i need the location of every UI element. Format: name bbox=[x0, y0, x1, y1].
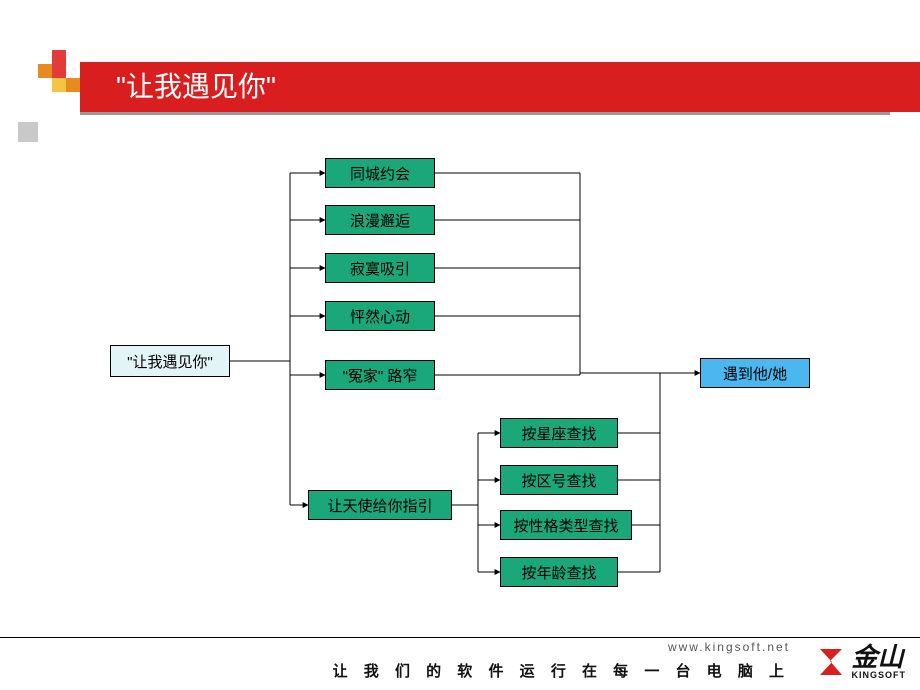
logo-square bbox=[52, 50, 66, 64]
node-s1: 按星座查找 bbox=[500, 418, 618, 448]
slide-canvas: "让我遇见你" "让我遇见你" 同城约会浪漫邂逅寂寞吸引怦然心动 "冤家" 路窄让天… bbox=[0, 0, 920, 690]
footer-slogan: 让 我 们 的 软 件 运 行 在 每 一 台 电 脑 上 bbox=[333, 660, 790, 681]
footer: www.kingsoft.net 让 我 们 的 软 件 运 行 在 每 一 台… bbox=[0, 637, 920, 690]
logo-square bbox=[66, 78, 80, 92]
node-n3: 寂寞吸引 bbox=[325, 253, 435, 283]
node-end: 遇到他/她 bbox=[700, 358, 810, 388]
node-s3: 按性格类型查找 bbox=[500, 510, 632, 540]
brand-zh: 金山 bbox=[852, 644, 907, 670]
logo-square bbox=[38, 64, 52, 78]
brand-en: KINGSOFT bbox=[852, 670, 907, 680]
kingsoft-icon bbox=[816, 645, 846, 679]
logo-square bbox=[52, 78, 66, 92]
brand-logo: 金山 KINGSOFT bbox=[816, 644, 907, 680]
node-s2: 按区号查找 bbox=[500, 465, 618, 495]
slide-title: "让我遇见你" bbox=[80, 62, 920, 112]
logo-square bbox=[52, 64, 66, 78]
footer-url: www.kingsoft.net bbox=[668, 640, 790, 654]
logo-square bbox=[18, 122, 38, 142]
node-n4: 怦然心动 bbox=[325, 301, 435, 331]
title-bar: "让我遇见你" bbox=[80, 62, 920, 112]
node-n6: 让天使给你指引 bbox=[308, 490, 452, 520]
title-underline bbox=[80, 112, 890, 115]
node-n2: 浪漫邂逅 bbox=[325, 205, 435, 235]
node-n1: 同城约会 bbox=[325, 158, 435, 188]
node-n5: "冤家" 路窄 bbox=[325, 360, 435, 390]
node-s4: 按年龄查找 bbox=[500, 557, 618, 587]
node-root: "让我遇见你" bbox=[110, 345, 230, 377]
